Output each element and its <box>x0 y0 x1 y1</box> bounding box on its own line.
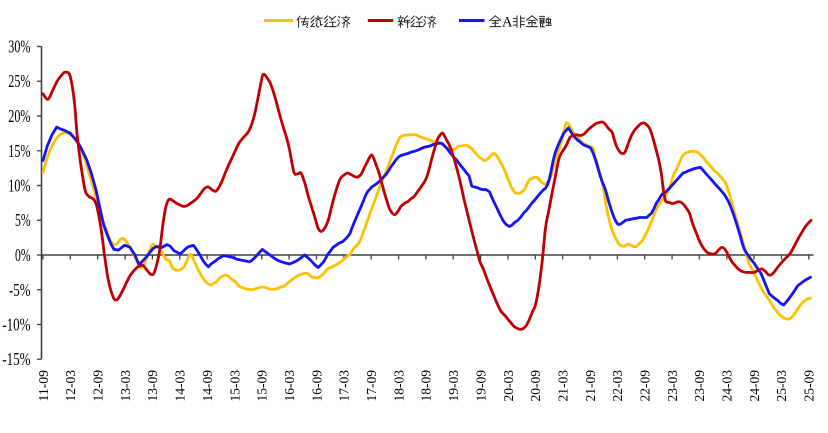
svg-text:24-09: 24-09 <box>747 370 762 402</box>
svg-text:12-09: 12-09 <box>91 370 106 402</box>
svg-text:11-09: 11-09 <box>36 370 51 402</box>
svg-text:20%: 20% <box>8 106 30 126</box>
svg-text:22-03: 22-03 <box>610 370 625 402</box>
svg-text:20-09: 20-09 <box>528 370 543 402</box>
svg-text:30%: 30% <box>8 37 30 57</box>
svg-text:20-03: 20-03 <box>501 370 516 402</box>
svg-text:22-09: 22-09 <box>638 370 653 402</box>
svg-text:A: A <box>502 15 513 31</box>
svg-text:21-09: 21-09 <box>583 370 598 402</box>
svg-text:5%: 5% <box>15 210 31 230</box>
svg-text:0%: 0% <box>15 245 31 265</box>
svg-text:21-03: 21-03 <box>555 370 570 402</box>
svg-text:25-03: 25-03 <box>774 370 789 402</box>
svg-text:13-09: 13-09 <box>145 370 160 402</box>
svg-text:14-09: 14-09 <box>200 370 215 402</box>
svg-text:-10%: -10% <box>2 315 30 335</box>
svg-text:18-09: 18-09 <box>419 370 434 402</box>
svg-text:25%: 25% <box>8 71 30 91</box>
svg-text:-5%: -5% <box>9 280 31 300</box>
svg-text:13-03: 13-03 <box>118 370 133 402</box>
svg-text:17-09: 17-09 <box>364 370 379 402</box>
svg-text:15-03: 15-03 <box>227 370 242 402</box>
svg-text:15-09: 15-09 <box>255 370 270 402</box>
svg-text:18-03: 18-03 <box>391 370 406 402</box>
svg-text:24-03: 24-03 <box>720 370 735 402</box>
svg-text:19-09: 19-09 <box>473 370 488 402</box>
svg-text:19-03: 19-03 <box>446 370 461 402</box>
svg-text:10%: 10% <box>8 176 30 196</box>
svg-text:16-03: 16-03 <box>282 370 297 402</box>
svg-text:14-03: 14-03 <box>173 370 188 402</box>
svg-text:25-09: 25-09 <box>802 370 817 402</box>
svg-text:17-03: 17-03 <box>337 370 352 402</box>
svg-text:23-03: 23-03 <box>665 370 680 402</box>
svg-text:15%: 15% <box>8 141 30 161</box>
svg-text:16-09: 16-09 <box>309 370 324 402</box>
svg-text:12-03: 12-03 <box>63 370 78 402</box>
svg-text:-15%: -15% <box>2 349 30 369</box>
svg-text:23-09: 23-09 <box>692 370 707 402</box>
